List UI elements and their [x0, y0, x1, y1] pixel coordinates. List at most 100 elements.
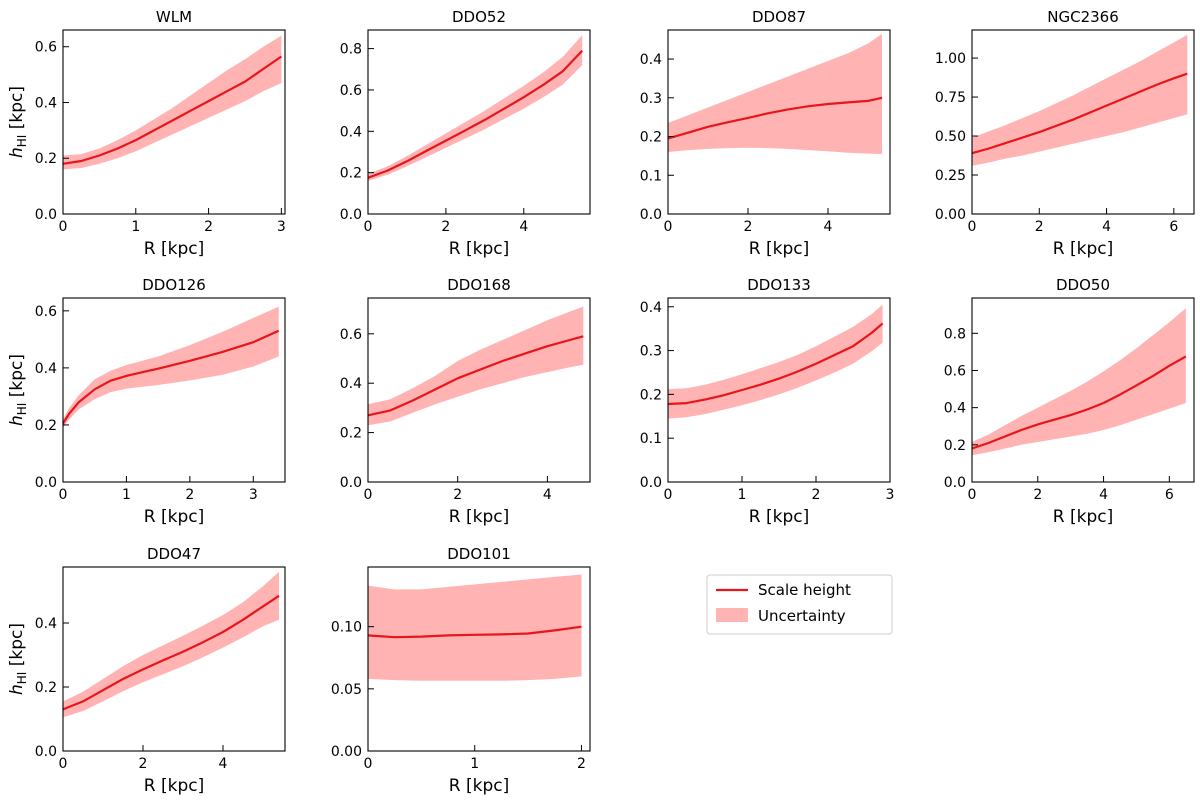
panel-ngc2366: 0 2 4 6 0.00 0.25 0.50 0.75 1.00 NGC2366 R [kpc] [935, 8, 1195, 259]
y-tick-label: 0.4 [35, 616, 57, 632]
x-tick-label: 0 [364, 219, 373, 235]
uncertainty-band [668, 304, 883, 419]
x-tick-label: 0 [364, 756, 373, 772]
y-tick-label: 0.2 [944, 438, 966, 454]
x-axis-label: R [kpc] [449, 239, 509, 259]
x-tick-label: 2 [139, 756, 148, 772]
y-tick-label: 0.3 [640, 91, 662, 107]
axes-frame [62, 297, 286, 483]
y-tick-label: 0.8 [340, 42, 362, 58]
panel-ddo101: 0 1 2 0.00 0.05 0.10 DDO101 R [kpc] [331, 545, 591, 796]
y-tick-label: 0.50 [935, 129, 966, 145]
x-tick-label: 3 [277, 219, 286, 235]
x-axis-label: R [kpc] [144, 507, 204, 527]
y-tick-label: 0.00 [935, 207, 966, 223]
y-tick-label: 0.2 [640, 130, 662, 146]
y-tick-label: 0.3 [640, 344, 662, 360]
x-tick-label: 0 [664, 219, 673, 235]
y-axis-label: hHI [kpc] [7, 354, 29, 426]
y-label-subscript: HI [15, 403, 29, 416]
x-tick-label: 1 [131, 219, 140, 235]
uncertainty-band [368, 574, 582, 681]
x-tick-label: 1 [470, 756, 479, 772]
x-axis-label: R [kpc] [749, 239, 809, 259]
x-tick-label: 6 [1165, 487, 1174, 503]
y-tick-label: 0.4 [35, 361, 57, 377]
scale-height-line [667, 96, 883, 140]
uncertainty-band [668, 33, 882, 154]
y-tick-label: 0.4 [35, 95, 57, 111]
panel-title: DDO133 [747, 276, 811, 294]
x-tick-label: 2 [453, 487, 462, 503]
uncertainty-band [972, 308, 1186, 456]
x-tick-label: 0 [968, 487, 977, 503]
x-axis-label: R [kpc] [144, 239, 204, 259]
y-tick-label: 0.6 [944, 363, 966, 379]
legend-band-label: Uncertainty [758, 607, 846, 625]
x-tick-label: 2 [1035, 219, 1044, 235]
y-tick-label: 0.4 [340, 124, 362, 140]
axes-frame [367, 297, 591, 483]
panel-title: WLM [156, 8, 192, 26]
x-axis-label: R [kpc] [1053, 239, 1113, 259]
scale-height-line [367, 335, 584, 417]
panel-ddo133: 0 1 2 3 0.0 0.1 0.2 0.3 0.4 DDO133 R [kpc] [640, 276, 895, 527]
x-tick-label: 0 [59, 219, 68, 235]
x-tick-label: 4 [824, 219, 833, 235]
y-tick-label: 0.0 [640, 475, 662, 491]
y-tick-label: 0.1 [640, 431, 662, 447]
y-tick-label: 0.6 [340, 327, 362, 343]
panels-group: 0 1 2 3 0.0 0.2 0.4 0.6 WLM R [kpc] hHI [kpc] 0 2 4 0.… [7, 8, 1195, 796]
y-tick-label: 0.4 [944, 401, 966, 417]
x-tick-label: 2 [744, 219, 753, 235]
y-axis-label: hHI [kpc] [7, 623, 29, 695]
x-tick-label: 4 [1102, 219, 1111, 235]
y-axis-label: hHI [kpc] [7, 86, 29, 158]
y-tick-label: 0.4 [640, 52, 662, 68]
y-tick-label: 0.0 [340, 475, 362, 491]
y-tick-label: 0.0 [640, 207, 662, 223]
y-label-unit: [kpc] [7, 623, 27, 672]
panel-ddo47: 0 2 4 0.0 0.2 0.4 DDO47 R [kpc] hHI [kpc] [7, 545, 286, 796]
y-tick-label: 0.00 [331, 744, 362, 760]
y-tick-label: 0.4 [640, 300, 662, 316]
x-tick-label: 4 [519, 219, 528, 235]
x-tick-label: 6 [1169, 219, 1178, 235]
x-axis-label: R [kpc] [449, 776, 509, 796]
x-tick-label: 3 [249, 487, 258, 503]
panel-title: DDO52 [452, 8, 506, 26]
scale-height-line [62, 55, 283, 165]
y-tick-label: 0.10 [331, 620, 362, 636]
scale-height-line [367, 49, 583, 179]
panel-title: DDO87 [752, 8, 806, 26]
y-tick-label: 0.0 [944, 475, 966, 491]
scale-height-line [62, 594, 280, 711]
x-tick-label: 2 [204, 219, 213, 235]
axes-frame [971, 297, 1195, 483]
panel-title: DDO168 [447, 276, 511, 294]
uncertainty-band [63, 306, 279, 428]
x-tick-label: 2 [812, 487, 821, 503]
y-tick-label: 0.0 [35, 744, 57, 760]
x-tick-label: 1 [738, 487, 747, 503]
panel-title: DDO50 [1056, 276, 1110, 294]
y-tick-label: 0.05 [331, 682, 362, 698]
panel-ddo126: 0 1 2 3 0.0 0.2 0.4 0.6 DDO126 R [kpc] hHI [kpc] [7, 276, 286, 527]
panel-ddo50: 0 2 4 6 0.0 0.2 0.4 0.6 0.8 DDO50 R [kpc] [944, 276, 1195, 527]
y-tick-label: 0.8 [944, 326, 966, 342]
y-tick-label: 0.6 [35, 304, 57, 320]
legend-band-swatch [716, 608, 748, 622]
uncertainty-band [63, 571, 279, 718]
x-tick-label: 0 [968, 219, 977, 235]
y-tick-label: 0.4 [340, 376, 362, 392]
y-tick-label: 0.6 [340, 83, 362, 99]
x-tick-label: 2 [441, 219, 450, 235]
uncertainty-band [63, 35, 282, 170]
x-axis-label: R [kpc] [749, 507, 809, 527]
x-tick-label: 0 [59, 487, 68, 503]
scale-height-line [971, 355, 1187, 450]
x-tick-label: 3 [886, 487, 895, 503]
x-axis-label: R [kpc] [1053, 507, 1113, 527]
axes-frame [971, 29, 1195, 215]
